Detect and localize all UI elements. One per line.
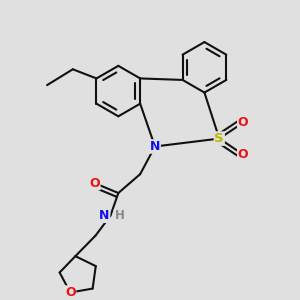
Text: N: N xyxy=(99,209,110,222)
Text: O: O xyxy=(238,148,248,161)
Text: H: H xyxy=(114,209,124,222)
Text: N: N xyxy=(150,140,160,153)
Text: S: S xyxy=(214,132,224,145)
Text: O: O xyxy=(238,116,248,129)
Text: O: O xyxy=(89,177,100,190)
Text: O: O xyxy=(65,286,76,299)
